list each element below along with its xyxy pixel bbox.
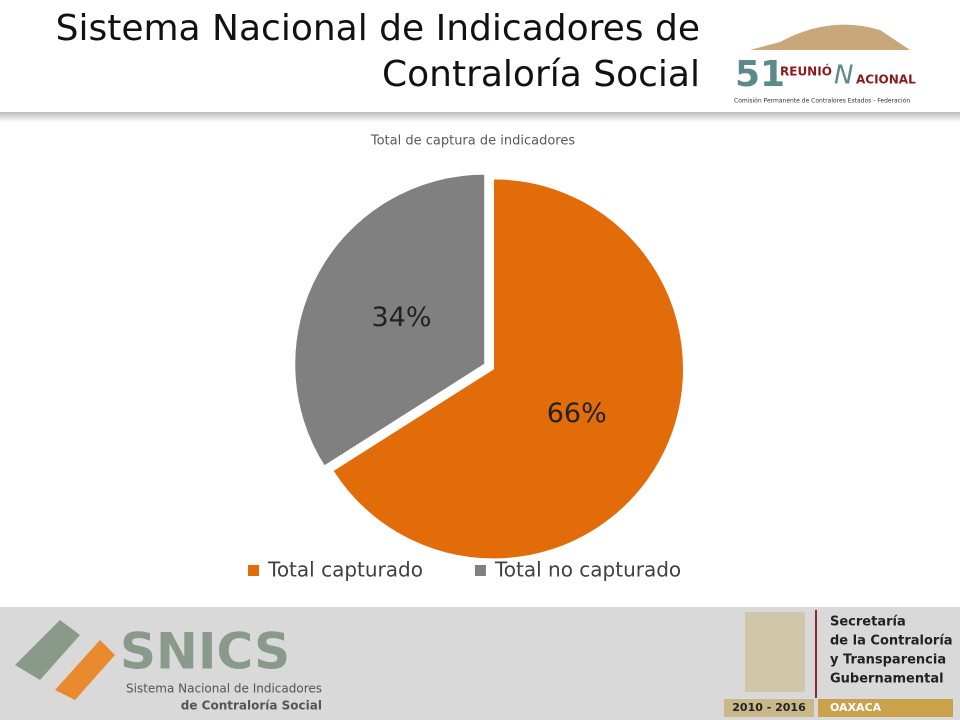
legend-label: Total no capturado [494,558,681,582]
years: 2010 - 2016 [732,701,806,714]
snics-name: SNICS [120,623,290,681]
legend-swatch [474,565,486,576]
logo-art [750,24,910,50]
slide-title: Contraloría Social [382,54,700,95]
logo-letter: N [834,61,853,91]
legend: Total capturado Total no capturado [248,558,681,582]
slide-title: Sistema Nacional de Indicadores de [56,8,700,49]
logo-art [15,620,80,680]
pie-slice [294,173,486,467]
logo-number: 51 [735,54,785,95]
secretaria-line: Gubernamental [830,672,944,687]
chart-title: Total de captura de indicadores [370,134,575,149]
secretaria-line: y Transparencia [830,653,946,668]
secretaria-logo: Secretaría de la Contraloría y Transpare… [724,610,953,717]
reunion-logo: 51 REUNIÓ N ACIONAL Comisión Permanente … [734,24,916,105]
pie-slice [332,178,684,560]
logo-caption: Comisión Permanente de Contralores Estad… [734,98,910,105]
pie: 66% 34% [294,173,684,560]
header-shadow [0,112,960,122]
state: OAXACA [830,701,882,714]
legend-label: Total capturado [267,558,423,582]
logo-word: ACIONAL [856,73,916,87]
logo-word: REUNIÓ [780,64,832,79]
secretaria-line: de la Contraloría [830,634,953,649]
data-label: 66% [547,398,607,429]
snics-line: de Contraloría Social [181,699,322,713]
logo-art [55,640,115,700]
snics-logo: SNICS Sistema Nacional de Indicadores de… [15,620,322,713]
legend-swatch [248,565,259,576]
data-label: 34% [371,302,431,333]
emblem [745,612,805,692]
years-band [724,699,814,717]
secretaria-line: Secretaría [830,615,906,630]
state-band [818,699,953,717]
snics-line: Sistema Nacional de Indicadores [126,682,322,696]
